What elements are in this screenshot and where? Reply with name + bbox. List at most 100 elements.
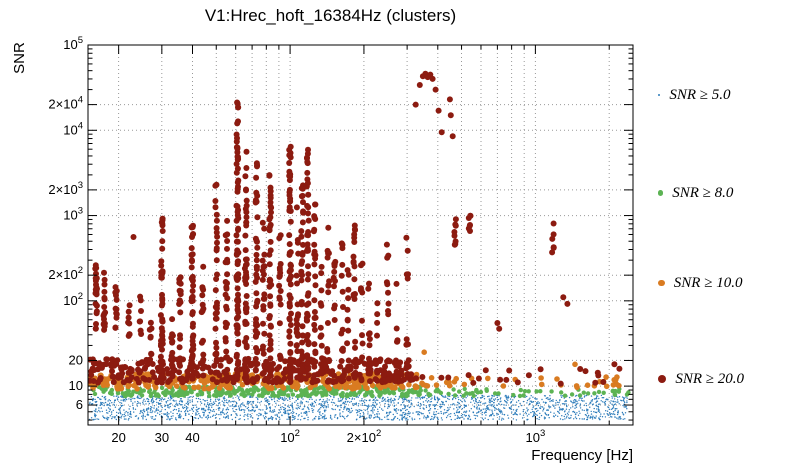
data-point	[120, 415, 123, 417]
data-point	[346, 401, 348, 403]
data-point	[139, 397, 141, 400]
data-point	[157, 406, 160, 408]
data-point	[601, 416, 604, 418]
data-point	[352, 344, 358, 351]
data-point	[319, 355, 325, 362]
data-point	[408, 413, 410, 415]
data-point	[535, 407, 538, 410]
data-point	[227, 408, 230, 411]
data-point	[117, 412, 120, 414]
data-point	[245, 406, 247, 408]
data-point	[538, 381, 545, 388]
data-point	[92, 418, 94, 421]
data-point	[190, 396, 192, 398]
data-point	[235, 291, 241, 298]
data-point	[138, 308, 144, 314]
data-point	[92, 391, 98, 397]
data-point	[476, 406, 478, 408]
data-point	[94, 410, 97, 413]
data-point	[344, 316, 351, 323]
data-point	[267, 417, 270, 420]
data-point	[304, 292, 311, 299]
data-point	[133, 411, 135, 413]
data-point	[235, 225, 242, 232]
data-point	[157, 409, 160, 411]
data-point	[612, 413, 614, 415]
data-point	[144, 415, 146, 418]
data-point	[332, 401, 334, 404]
data-point	[257, 401, 259, 403]
data-point	[315, 390, 320, 395]
data-point	[428, 412, 431, 414]
data-point	[431, 415, 433, 418]
data-point	[359, 400, 361, 402]
data-point	[311, 214, 318, 221]
data-point	[593, 398, 596, 400]
data-point	[411, 390, 416, 395]
data-point	[484, 417, 486, 419]
data-point	[591, 416, 593, 419]
data-point	[230, 414, 233, 416]
data-point	[458, 411, 460, 414]
data-point	[311, 410, 314, 412]
data-point	[247, 413, 249, 415]
data-point	[533, 411, 535, 413]
data-point	[199, 398, 201, 401]
data-point	[616, 413, 619, 416]
data-point	[429, 408, 432, 410]
data-point	[299, 272, 305, 279]
data-point	[93, 410, 96, 412]
data-point	[554, 414, 557, 416]
data-point	[493, 406, 496, 409]
data-point	[474, 397, 477, 400]
data-point	[390, 402, 392, 404]
data-point	[287, 154, 294, 161]
data-point	[438, 412, 440, 414]
data-point	[250, 392, 255, 397]
data-point	[156, 401, 158, 404]
data-point	[349, 412, 351, 414]
data-point	[125, 314, 132, 321]
data-point	[267, 194, 274, 201]
data-point	[487, 395, 489, 398]
data-point	[320, 385, 326, 391]
data-point	[429, 75, 436, 82]
data-point	[515, 419, 518, 421]
data-point	[99, 398, 101, 400]
data-point	[370, 405, 372, 407]
data-point	[139, 393, 145, 398]
data-point	[97, 418, 100, 420]
data-point	[213, 217, 220, 224]
data-point	[356, 418, 358, 420]
data-point	[433, 395, 436, 397]
data-point	[476, 408, 478, 410]
data-point	[518, 406, 520, 408]
data-point	[345, 398, 347, 401]
data-point	[331, 283, 337, 290]
data-point	[467, 417, 469, 419]
data-point	[441, 405, 443, 408]
data-point	[589, 401, 591, 404]
data-point	[125, 398, 128, 401]
data-point	[159, 358, 166, 365]
data-point	[199, 416, 201, 418]
data-point	[180, 415, 182, 417]
data-point	[406, 405, 409, 407]
data-point	[155, 410, 157, 412]
data-point	[214, 417, 217, 419]
data-point	[625, 396, 627, 398]
data-point	[206, 390, 211, 395]
data-point	[496, 414, 498, 416]
data-point	[273, 398, 275, 400]
data-point	[234, 100, 241, 107]
data-point	[135, 379, 142, 386]
data-point	[591, 399, 594, 401]
data-point	[346, 415, 348, 418]
data-point	[462, 397, 464, 400]
data-point	[349, 410, 351, 412]
data-point	[541, 406, 544, 408]
data-point	[89, 365, 96, 372]
data-point	[101, 269, 107, 276]
data-point	[284, 399, 286, 401]
data-point	[577, 414, 580, 416]
